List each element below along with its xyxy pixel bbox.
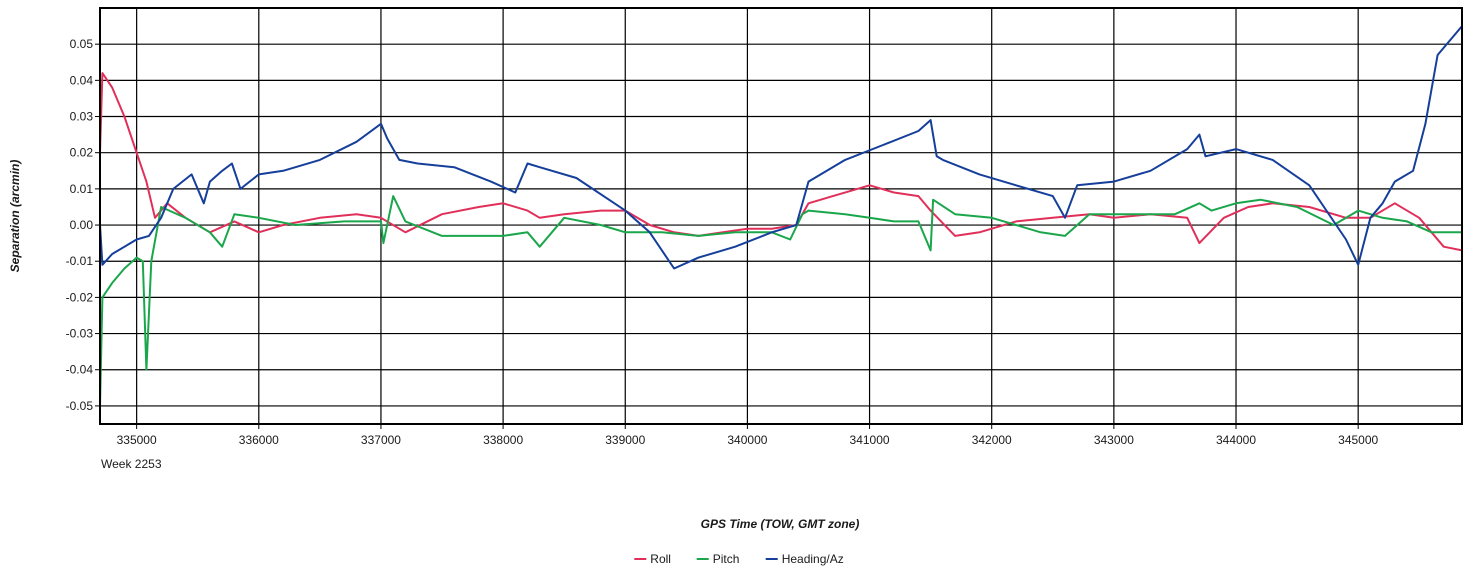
x-tick-label: 344000 (1216, 433, 1256, 447)
plot-background (100, 8, 1462, 424)
series-line-heading-az (99, 25, 1463, 270)
plot-frame (99, 7, 1463, 425)
gridlines (100, 8, 1462, 424)
legend-label-roll: Roll (650, 552, 671, 566)
x-tick-label: 337000 (361, 433, 401, 447)
y-tick-label: 0.03 (70, 110, 94, 124)
x-tick-label: 336000 (239, 433, 279, 447)
y-tick-labels: -0.05 -0.04 -0.03 -0.02 -0.01 0.00 0.01 0.02 0.0… (66, 37, 100, 413)
x-tick-label: 340000 (727, 433, 767, 447)
x-tick-label: 343000 (1094, 433, 1134, 447)
y-tick-label: -0.04 (66, 363, 94, 377)
x-tick-label: 335000 (117, 433, 157, 447)
x-tick-label: 341000 (850, 433, 890, 447)
y-axis-title: Separation (arcmin) (8, 160, 22, 273)
y-tick-label: -0.02 (66, 290, 94, 304)
x-axis-title: GPS Time (TOW, GMT zone) (701, 517, 860, 531)
x-tick-label: 339000 (605, 433, 645, 447)
y-tick-label: 0.04 (70, 73, 94, 87)
series-line-pitch (99, 195, 1463, 407)
legend-label-heading-az: Heading/Az (782, 552, 844, 566)
y-tick-label: 0.00 (70, 218, 94, 232)
x-tick-label: 345000 (1338, 433, 1378, 447)
x-tick-labels: 335000 336000 337000 338000 339000 340000 3410… (117, 424, 1379, 447)
y-tick-label: -0.03 (66, 327, 94, 341)
y-tick-label: -0.01 (66, 254, 94, 268)
x-sublabel: Week 2253 (101, 457, 162, 471)
legend-label-pitch: Pitch (713, 552, 740, 566)
x-tick-label: 342000 (972, 433, 1012, 447)
series-line-roll (99, 72, 1463, 252)
y-tick-label: 0.02 (70, 146, 94, 160)
legend: Roll Pitch Heading/Az (634, 552, 844, 566)
y-tick-label: 0.05 (70, 37, 94, 51)
y-tick-label: -0.05 (66, 399, 94, 413)
x-tick-label: 338000 (483, 433, 523, 447)
y-tick-label: 0.01 (70, 182, 94, 196)
series-lines (99, 25, 1463, 407)
